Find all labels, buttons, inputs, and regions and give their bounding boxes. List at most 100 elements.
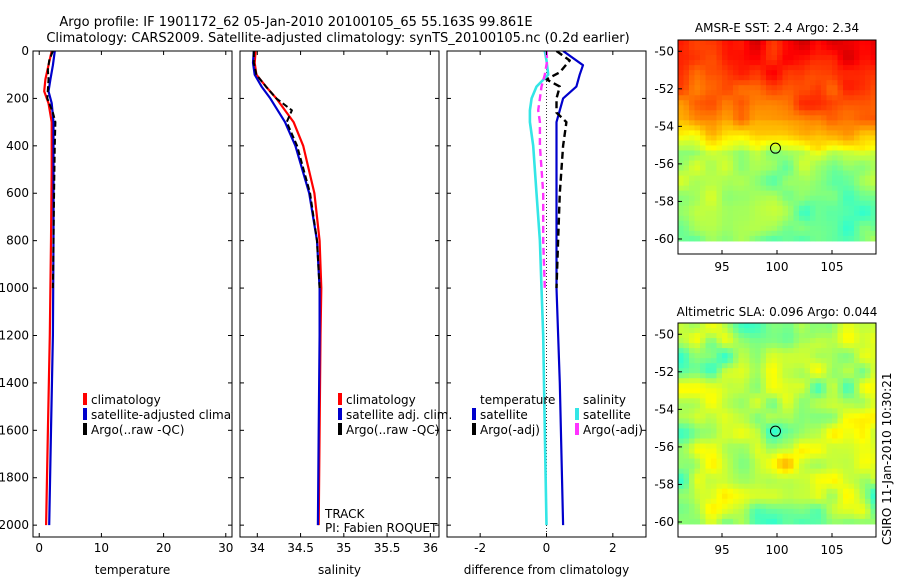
heatmap-cell (821, 70, 828, 76)
heatmap-cell (799, 513, 806, 520)
heatmap-cell (744, 518, 751, 525)
heatmap-cell (843, 125, 850, 131)
heatmap-cell (804, 423, 811, 430)
heatmap-cell (821, 463, 828, 470)
heatmap-cell (722, 388, 729, 394)
heatmap-cell (700, 403, 707, 409)
heatmap-cell (854, 150, 861, 157)
heatmap-cell (782, 165, 789, 172)
heatmap-cell (722, 205, 729, 212)
heatmap-cell (760, 190, 767, 197)
x-tick-label: 0 (543, 541, 551, 555)
heatmap-cell (766, 498, 773, 505)
heatmap-cell (744, 493, 751, 500)
heatmap-cell (837, 448, 844, 455)
heatmap-cell (683, 423, 690, 430)
heatmap-cell (733, 458, 740, 465)
heatmap-cell (804, 155, 811, 162)
heatmap-cell (799, 105, 806, 111)
legend-label: satellite adj. clim. (346, 408, 452, 422)
heatmap-cell (859, 393, 866, 399)
heatmap-cell (782, 498, 789, 505)
heatmap-cell (694, 458, 701, 465)
heatmap-cell (700, 488, 707, 495)
heatmap-cell (837, 398, 844, 404)
heatmap-cell (755, 210, 762, 217)
heatmap-cell (788, 55, 795, 61)
heatmap-cell (837, 200, 844, 207)
heatmap-cell (843, 393, 850, 399)
heatmap-cell (837, 60, 844, 66)
heatmap-cell (854, 478, 861, 485)
heatmap-cell (810, 200, 817, 207)
heatmap-cell (678, 150, 685, 157)
heatmap-cell (760, 438, 767, 445)
heatmap-cell (711, 225, 718, 232)
heatmap-cell (700, 75, 707, 81)
heatmap-cell (749, 353, 756, 359)
heatmap-cell (678, 125, 685, 131)
heatmap-cell (689, 135, 696, 142)
heatmap-cell (716, 368, 723, 374)
heatmap-cell (848, 125, 855, 131)
heatmap-cell (771, 378, 778, 384)
heatmap-cell (848, 343, 855, 349)
heatmap-cell (722, 518, 729, 525)
heatmap-cell (793, 90, 800, 96)
heatmap-cell (788, 205, 795, 212)
heatmap-cell (683, 503, 690, 510)
heatmap-cell (705, 120, 712, 126)
heatmap-cell (832, 40, 839, 46)
heatmap-cell (826, 60, 833, 66)
heatmap-cell (810, 353, 817, 359)
y-tick-label: -58 (654, 477, 674, 491)
heatmap-cell (788, 155, 795, 162)
heatmap-cell (711, 433, 718, 440)
heatmap-cell (843, 60, 850, 66)
heatmap-cell (865, 145, 872, 152)
heatmap-cell (859, 418, 866, 425)
heatmap-cell (738, 120, 745, 126)
heatmap-cell (716, 473, 723, 480)
y-tick-label: -60 (654, 515, 674, 529)
heatmap-cell (694, 230, 701, 237)
heatmap-cell (689, 443, 696, 450)
heatmap-cell (810, 45, 817, 51)
axes-frame (239, 50, 440, 538)
heatmap-cell (859, 468, 866, 475)
heatmap-cell (793, 443, 800, 450)
heatmap-cell (804, 383, 811, 389)
heatmap-cell (826, 165, 833, 172)
heatmap-cell (771, 328, 778, 334)
heatmap-cell (793, 433, 800, 440)
heatmap-cell (683, 393, 690, 399)
heatmap-cell (782, 140, 789, 147)
heatmap-cell (793, 343, 800, 349)
heatmap-cell (859, 513, 866, 520)
heatmap-cell (689, 165, 696, 172)
heatmap-cell (738, 333, 745, 339)
heatmap-cell (727, 463, 734, 470)
heatmap-cell (821, 443, 828, 450)
heatmap-cell (854, 75, 861, 81)
heatmap-cell (865, 398, 872, 404)
heatmap-cell (799, 95, 806, 101)
heatmap-cell (865, 373, 872, 379)
heatmap-cell (826, 105, 833, 111)
heatmap-cell (716, 115, 723, 121)
heatmap-cell (738, 165, 745, 172)
heatmap-cell (777, 488, 784, 495)
heatmap-cell (854, 348, 861, 354)
legend-label: climatology (91, 393, 161, 407)
heatmap-cell (733, 150, 740, 157)
heatmap-cell (678, 348, 685, 354)
heatmap-cell (711, 140, 718, 147)
heatmap-cell (859, 205, 866, 212)
heatmap-cell (826, 428, 833, 435)
heatmap-cell (865, 388, 872, 394)
heatmap-cell (716, 508, 723, 515)
heatmap-cell (788, 185, 795, 192)
heatmap-cell (722, 358, 729, 364)
heatmap-cell (689, 225, 696, 232)
heatmap-cell (700, 70, 707, 76)
